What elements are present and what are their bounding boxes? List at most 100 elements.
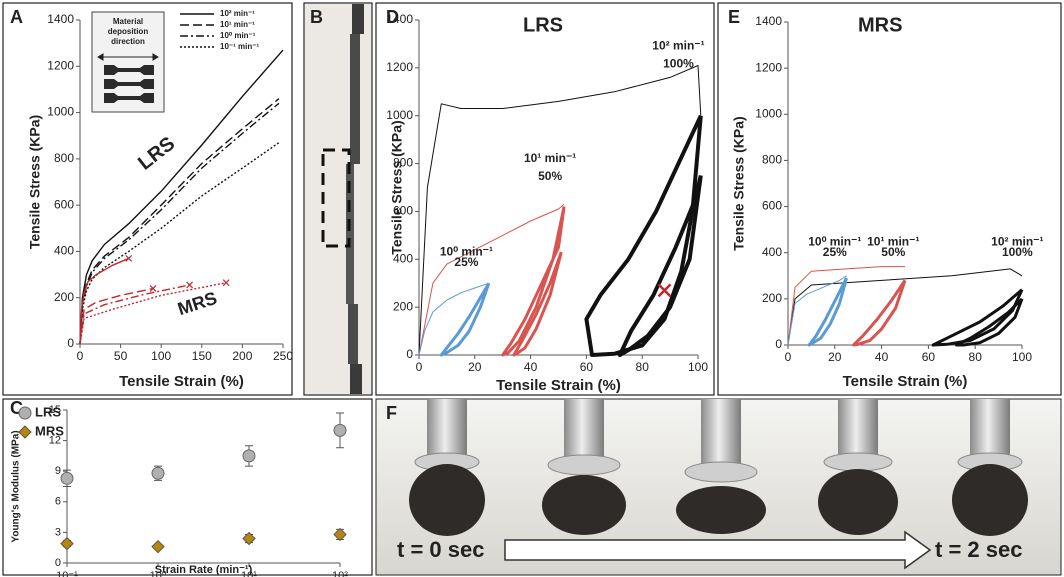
x-tick-label: 10² [332,570,348,577]
chart: D LRS 0 200 400 600 800 1000 1200 1400 0 20 40 60 80 10… [386,7,708,394]
data-line [852,279,907,347]
y-tick-label: 1000 [755,106,782,120]
end-marker [149,285,157,292]
end-marker [657,283,672,298]
legend-label: LRS [35,404,61,419]
y-axis-label: Tensile Stress (KPa) [389,120,405,254]
x-axis-label: Tensile Strain (%) [119,373,244,390]
panel-label: F [386,403,397,423]
data-line [787,268,1023,346]
legend-label: 10⁻¹ min⁻¹ [220,42,259,51]
y-tick-label: 0 [67,336,74,350]
data-line [79,142,280,345]
data-line [439,282,491,357]
x-tick-label: 0 [77,349,84,363]
data-point [333,423,347,437]
x-tick-label: 0 [416,360,423,374]
y-tick-label: 12 [49,435,61,447]
photo-sequence [375,398,1062,576]
y-tick-label: 400 [762,245,782,259]
annotation: 25% [454,255,478,269]
x-tick-label: 80 [969,350,983,364]
data-line [79,287,154,345]
y-axis-label: Young's Modulus (MPa) [11,430,22,542]
y-tick-label: 400 [54,244,74,258]
data-point [333,527,347,542]
y-axis-label: Tensile Stress (KPa) [27,115,43,249]
y-axis-label: Tensile Stress (KPa) [731,116,747,250]
time-label: t = 0 sec [397,537,484,562]
y-tick-label: 800 [54,151,74,165]
data-point [242,449,256,463]
y-tick-label: 15 [49,404,61,416]
data-point [151,539,165,554]
x-tick-label: 20 [828,350,842,364]
legend-marker [18,425,32,439]
x-tick-label: 0 [785,350,792,364]
panel-frame [717,2,1062,396]
data-point [60,536,74,551]
data-line [79,257,129,345]
annotation: 10⁰ min⁻¹ [808,235,861,249]
data-line [955,297,1024,347]
panel-label: E [728,7,740,27]
annotation: 10¹ min⁻¹ [867,235,919,249]
data-point [242,531,256,546]
y-tick-label: 6 [55,496,61,508]
x-tick-label: 200 [232,349,252,363]
x-tick-label: 80 [636,360,650,374]
y-tick-label: 0 [55,557,61,569]
panel-frame [375,2,715,396]
x-tick-label: 150 [192,349,212,363]
y-tick-label: 1200 [755,60,782,74]
photo-specimen [305,4,371,394]
x-tick-label: 20 [468,360,482,374]
data-line [617,175,703,357]
legend-label: 10² min⁻¹ [220,9,255,18]
x-tick-label: 50 [114,349,128,363]
inset-specimen [104,65,154,75]
y-tick-label: 200 [393,299,413,313]
x-axis-label: Tensile Strain (%) [496,377,621,394]
y-tick-label: 3 [55,526,61,538]
data-line [418,65,702,356]
y-tick-label: 1400 [386,12,413,26]
annotation: 100% [663,56,694,70]
data-line [807,277,848,347]
annotation: 50% [881,245,905,259]
y-tick-label: 1200 [386,60,413,74]
x-tick-label: 100 [1012,350,1032,364]
x-tick-label: 40 [524,360,538,374]
data-line [79,282,227,345]
x-tick-label: 10¹ [241,570,257,577]
x-tick-label: 60 [580,360,594,374]
x-tick-label: 40 [875,350,889,364]
y-tick-label: 600 [762,199,782,213]
x-axis-label: Tensile Strain (%) [843,373,968,390]
y-tick-label: 9 [55,465,61,477]
y-tick-label: 1200 [47,58,74,72]
y-tick-label: 200 [54,290,74,304]
y-tick-label: 800 [762,153,782,167]
data-line [501,206,566,357]
x-axis-label: Strain Rate (min⁻¹) [155,564,253,576]
data-line [584,114,703,357]
annotation: 100% [1002,245,1033,259]
data-line [787,275,847,346]
y-tick-label: 1400 [755,14,782,28]
panel-frame [2,2,293,396]
annotation: 25% [823,245,847,259]
inset-arrow [97,53,159,61]
y-tick-label: 1400 [47,12,74,26]
data-line [79,284,190,345]
panel-frame [2,398,373,576]
x-tick-label: 60 [922,350,936,364]
end-marker [222,279,230,287]
x-tick-label: 100 [151,349,171,363]
y-tick-label: 0 [775,337,782,351]
end-marker [186,281,194,289]
panel-frame [303,2,373,396]
annotation: 10² min⁻¹ [991,235,1043,249]
panel-label: D [386,7,399,27]
